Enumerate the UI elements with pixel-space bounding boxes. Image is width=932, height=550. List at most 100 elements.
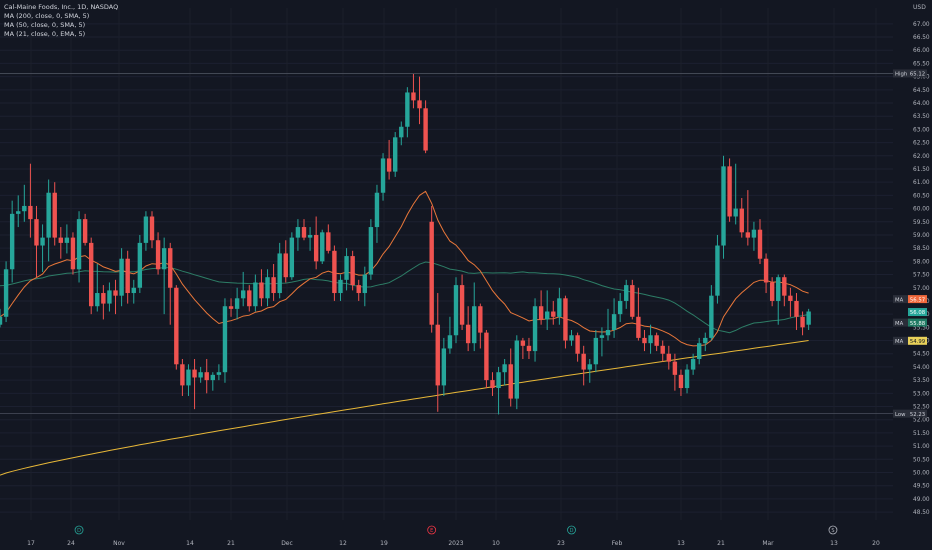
candle-body	[192, 369, 197, 378]
y-tick-label: 50.00	[913, 470, 930, 476]
x-tick-label: 21	[227, 540, 235, 547]
y-tick-label: 49.00	[913, 497, 930, 503]
candle-body	[380, 158, 386, 193]
candle-body	[399, 126, 404, 138]
high-low-lines	[0, 73, 893, 415]
event-marker[interactable]	[567, 525, 576, 535]
x-tick-label: 17	[27, 540, 35, 547]
y-tick-label: 52.50	[913, 405, 930, 411]
candle-body	[289, 237, 295, 278]
candle-body	[0, 316, 3, 325]
y-tick-label: 63.50	[913, 114, 930, 120]
candle-body	[411, 92, 416, 101]
candle-body	[763, 258, 769, 283]
candle-body	[186, 369, 191, 386]
axis-label-text: Low	[895, 412, 906, 418]
y-tick-label: 58.00	[913, 259, 930, 265]
candle-body	[28, 205, 33, 220]
x-axis: 17 24 Nov 14 21 Dec 12 19 2023 10 23 Feb 13 21 Mar 13 20	[27, 540, 880, 547]
event-marker[interactable]	[427, 525, 437, 535]
candle-body	[295, 227, 301, 238]
event-marker[interactable]	[74, 525, 84, 535]
candle-body	[107, 290, 112, 304]
y-tick-label: 61.50	[913, 167, 930, 173]
price-badge	[908, 308, 927, 317]
candle-body	[283, 253, 288, 278]
candle-body	[143, 216, 149, 243]
y-tick-label: 65.50	[913, 61, 930, 67]
event-marker-label: D	[77, 528, 81, 534]
candle-body	[168, 248, 173, 288]
y-tick-label: 58.50	[913, 246, 930, 252]
x-tick-label: 13	[677, 540, 685, 547]
candle-body	[697, 343, 702, 360]
candle-body	[538, 306, 544, 320]
candle-body	[551, 311, 556, 317]
candle-body	[161, 248, 167, 270]
candle-body	[733, 208, 738, 217]
legend-ma200: MA (200, close, 0, SMA, 5)	[4, 12, 90, 20]
y-tick-label: 57.00	[913, 286, 930, 292]
candle-body	[58, 237, 63, 243]
legend-ma21: MA (21, close, 0, EMA, 5)	[4, 30, 86, 38]
y-tick-label: 67.00	[913, 22, 930, 28]
candle-body	[526, 345, 532, 352]
candle-body	[751, 229, 757, 238]
candle-body	[241, 290, 246, 299]
x-tick-label: Feb	[612, 540, 623, 547]
price-badge-text: 54.99	[910, 339, 925, 345]
legend-ma50: MA (50, close, 0, SMA, 5)	[4, 21, 86, 29]
axis-label-box	[893, 336, 908, 345]
candle-body	[472, 306, 477, 344]
price-badge-text: 56.08	[910, 310, 926, 316]
candle-body	[684, 369, 690, 389]
candle-body	[210, 374, 215, 381]
ma200-line	[0, 340, 809, 476]
x-tick-label: 14	[186, 540, 194, 547]
y-tick-label: 66.00	[913, 48, 930, 54]
candle-body	[64, 237, 70, 243]
candle-body	[703, 337, 708, 344]
event-marker-label: D	[570, 528, 574, 534]
candle-body	[405, 92, 410, 127]
candle-body	[508, 364, 513, 399]
price-badge-text: 65.12	[910, 72, 925, 78]
axis-label-box	[893, 69, 908, 78]
y-tick-label: 61.00	[913, 180, 930, 186]
candle-body	[70, 237, 76, 270]
candle-body	[423, 108, 428, 151]
event-marker[interactable]	[828, 525, 838, 535]
y-tick-label: 66.50	[913, 35, 930, 41]
x-tick-label: 10	[492, 540, 500, 547]
candle-body	[666, 353, 671, 362]
candle-body	[520, 340, 526, 346]
candle-body	[745, 232, 751, 238]
price-badge	[908, 409, 927, 418]
axis-label-box	[893, 318, 908, 327]
candle-body	[16, 211, 21, 214]
candle-body	[465, 324, 471, 344]
candle-body	[599, 335, 605, 338]
x-tick-label: Dec	[281, 540, 293, 547]
candle-body	[82, 219, 88, 243]
candle-body	[484, 332, 489, 381]
y-tick-label: 64.00	[913, 101, 930, 107]
candle-body	[545, 311, 550, 320]
y-axis[interactable]: USD 48.50 49.00 49.50 50.00 50.50 51.00 51.50 5…	[913, 4, 930, 516]
event-marker-label: E	[430, 528, 433, 534]
x-tick-label: 2023	[448, 540, 463, 547]
candle-body	[271, 277, 276, 294]
candle-body	[496, 372, 501, 389]
candle-body	[794, 300, 799, 317]
candle-body	[678, 374, 684, 389]
x-tick-label: 24	[67, 540, 75, 547]
x-tick-label: 20	[872, 540, 880, 547]
candle-body	[417, 100, 422, 109]
candle-body	[636, 316, 641, 338]
candle-body	[247, 290, 252, 307]
y-tick-label: 52.00	[913, 418, 930, 424]
candle-body	[769, 282, 775, 301]
price-badge-text: 56.57	[910, 297, 925, 303]
